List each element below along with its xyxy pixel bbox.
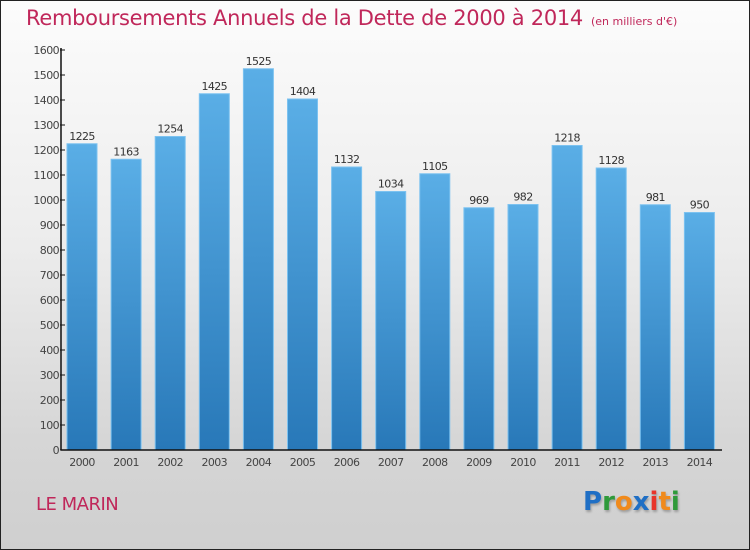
x-tick-label-2000: 2000 — [69, 456, 95, 469]
value-label-2005: 1404 — [290, 85, 316, 98]
value-label-2003: 1425 — [201, 80, 227, 93]
bar-2014 — [683, 212, 715, 451]
x-tick-label-2011: 2011 — [554, 456, 580, 469]
x-tick-label-2013: 2013 — [642, 456, 668, 469]
y-tick-label-600: 600 — [40, 294, 60, 307]
value-label-2007: 1034 — [378, 178, 404, 191]
logo-letter: o — [614, 487, 633, 517]
bar-2012 — [595, 167, 627, 451]
x-tick-label-2003: 2003 — [201, 456, 227, 469]
bar-2004 — [242, 68, 274, 451]
value-label-2012: 1128 — [598, 154, 624, 167]
y-tick-label-1100: 1100 — [33, 169, 59, 182]
bar-2003 — [198, 93, 230, 451]
x-tick-label-2006: 2006 — [334, 456, 360, 469]
bar-2013 — [639, 204, 671, 451]
x-tick-label-2009: 2009 — [466, 456, 492, 469]
y-tick-label-900: 900 — [40, 219, 60, 232]
bar-2002 — [154, 136, 186, 451]
value-label-2009: 969 — [469, 194, 489, 207]
value-label-2002: 1254 — [157, 123, 183, 136]
y-tick-label-1400: 1400 — [33, 94, 59, 107]
y-tick-label-1200: 1200 — [33, 144, 59, 157]
y-tick-label-200: 200 — [40, 394, 60, 407]
y-tick-label-1500: 1500 — [33, 69, 59, 82]
y-tick-label-1000: 1000 — [33, 194, 59, 207]
chart-title-text: Remboursements Annuels de la Dette de 20… — [26, 6, 583, 30]
bar-2009 — [463, 207, 495, 451]
logo-letter: i — [670, 487, 680, 517]
city-name: LE MARIN — [36, 494, 119, 515]
bar-2010 — [507, 204, 539, 451]
y-tick-label-300: 300 — [40, 369, 60, 382]
value-label-2000: 1225 — [69, 130, 95, 143]
x-tick-label-2007: 2007 — [378, 456, 404, 469]
y-tick-label-1600: 1600 — [33, 44, 59, 57]
x-tick-label-2010: 2010 — [510, 456, 536, 469]
bar-2005 — [287, 98, 318, 451]
bar-2008 — [419, 173, 451, 451]
value-label-2001: 1163 — [113, 145, 139, 158]
value-label-2011: 1218 — [554, 132, 580, 145]
proxiti-logo[interactable]: Proxiti — [583, 487, 680, 517]
labels-group: 1225200011632001125420021425200315252004… — [33, 44, 713, 469]
value-label-2004: 1525 — [246, 55, 272, 68]
x-tick-label-2004: 2004 — [246, 456, 272, 469]
bar-2011 — [551, 145, 583, 451]
chart-unit: (en milliers d'€) — [591, 15, 678, 28]
axes-group — [60, 48, 722, 451]
y-tick-label-800: 800 — [40, 244, 60, 257]
bars-group — [66, 68, 715, 451]
logo-letter: x — [632, 487, 650, 517]
value-label-2008: 1105 — [422, 160, 448, 173]
logo-letter: r — [602, 487, 615, 517]
value-label-2010: 982 — [513, 191, 532, 204]
value-label-2006: 1132 — [334, 153, 360, 166]
y-tick-label-400: 400 — [40, 344, 60, 357]
y-tick-label-100: 100 — [40, 419, 60, 432]
logo-letter: t — [658, 487, 671, 517]
x-tick-label-2012: 2012 — [598, 456, 624, 469]
x-tick-label-2001: 2001 — [113, 456, 139, 469]
value-label-2013: 981 — [646, 191, 665, 204]
logo-letter: P — [583, 487, 603, 517]
x-tick-label-2008: 2008 — [422, 456, 448, 469]
bar-2000 — [66, 143, 98, 451]
x-tick-label-2005: 2005 — [290, 456, 316, 469]
logo-letter: i — [649, 487, 659, 517]
bar-2006 — [331, 166, 363, 451]
y-tick-label-0: 0 — [53, 444, 60, 457]
chart-title: Remboursements Annuels de la Dette de 20… — [26, 6, 677, 30]
y-tick-label-500: 500 — [40, 319, 60, 332]
x-tick-label-2002: 2002 — [157, 456, 183, 469]
bar-2007 — [375, 191, 407, 451]
y-tick-label-700: 700 — [40, 269, 60, 282]
x-tick-label-2014: 2014 — [687, 456, 713, 469]
value-label-2014: 950 — [690, 199, 710, 212]
bar-2001 — [110, 158, 142, 451]
y-tick-label-1300: 1300 — [33, 119, 59, 132]
